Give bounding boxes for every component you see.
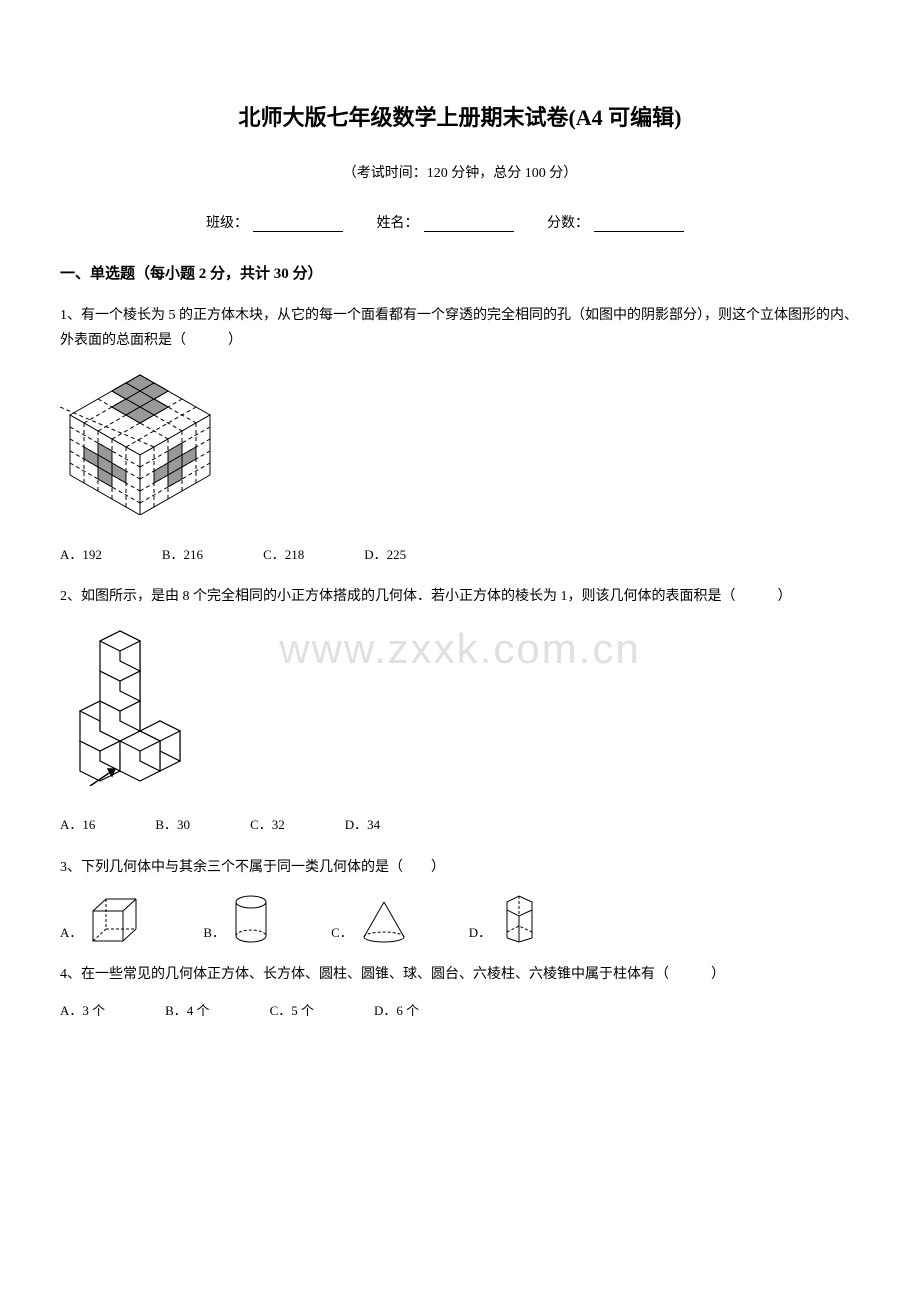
q2-opt-a[interactable]: A．16: [60, 813, 95, 836]
q3-options: A． B．: [60, 892, 860, 944]
cylinder-icon: [231, 894, 271, 944]
name-label: 姓名：: [377, 216, 419, 231]
cone-icon: [359, 899, 409, 944]
q3-text: 3、下列几何体中与其余三个不属于同一类几何体的是（ ）: [60, 855, 860, 880]
q1-options: A．192 B．216 C．218 D．225: [60, 543, 860, 566]
question-3: 3、下列几何体中与其余三个不属于同一类几何体的是（ ） A．: [60, 855, 860, 944]
content-area: 北师大版七年级数学上册期末试卷(A4 可编辑) （考试时间：120 分钟，总分 …: [60, 100, 860, 1022]
question-1: 1、有一个棱长为 5 的正方体木块，从它的每一个面看都有一个穿透的完全相同的孔（…: [60, 303, 860, 566]
q3-opt-d[interactable]: D．: [469, 892, 542, 944]
q3-opt-d-label: D．: [469, 921, 491, 944]
name-blank[interactable]: [424, 218, 514, 232]
q4-opt-d[interactable]: D．6 个: [374, 999, 419, 1022]
page-title: 北师大版七年级数学上册期末试卷(A4 可编辑): [60, 100, 860, 132]
q1-text: 1、有一个棱长为 5 的正方体木块，从它的每一个面看都有一个穿透的完全相同的孔（…: [60, 303, 860, 353]
q1-figure: [60, 365, 860, 524]
q2-text: 2、如图所示，是由 8 个完全相同的小正方体搭成的几何体．若小正方体的棱长为 1…: [60, 584, 860, 609]
q3-opt-a-label: A．: [60, 921, 82, 944]
q2-options: A．16 B．30 C．32 D．34: [60, 813, 860, 836]
q4-opt-c[interactable]: C．5 个: [270, 999, 314, 1022]
score-blank[interactable]: [594, 218, 684, 232]
hexagonal-prism-icon: [497, 892, 542, 944]
q4-opt-a[interactable]: A．3 个: [60, 999, 105, 1022]
q3-opt-b-label: B．: [203, 921, 225, 944]
q3-opt-a[interactable]: A．: [60, 896, 143, 944]
class-label: 班级：: [206, 216, 248, 231]
q2-opt-c[interactable]: C．32: [250, 813, 285, 836]
question-4: 4、在一些常见的几何体正方体、长方体、圆柱、圆锥、球、圆台、六棱柱、六棱锥中属于…: [60, 962, 860, 1023]
q3-opt-c-label: C．: [331, 921, 353, 944]
q1-opt-d[interactable]: D．225: [364, 543, 406, 566]
question-2: 2、如图所示，是由 8 个完全相同的小正方体搭成的几何体．若小正方体的棱长为 1…: [60, 584, 860, 837]
exam-info: （考试时间：120 分钟，总分 100 分）: [60, 162, 860, 182]
q3-opt-c[interactable]: C．: [331, 899, 409, 944]
q4-options: A．3 个 B．4 个 C．5 个 D．6 个: [60, 999, 860, 1022]
q4-opt-b[interactable]: B．4 个: [165, 999, 209, 1022]
q3-opt-b[interactable]: B．: [203, 894, 271, 944]
score-label: 分数：: [547, 216, 589, 231]
section-title: 一、单选题（每小题 2 分，共计 30 分）: [60, 262, 860, 283]
q1-opt-b[interactable]: B．216: [162, 543, 203, 566]
class-blank[interactable]: [253, 218, 343, 232]
q2-opt-b[interactable]: B．30: [155, 813, 190, 836]
form-line: 班级： 姓名： 分数：: [60, 212, 860, 232]
q2-opt-d[interactable]: D．34: [345, 813, 380, 836]
q1-opt-a[interactable]: A．192: [60, 543, 102, 566]
q4-text: 4、在一些常见的几何体正方体、长方体、圆柱、圆锥、球、圆台、六棱柱、六棱锥中属于…: [60, 962, 860, 987]
q1-opt-c[interactable]: C．218: [263, 543, 304, 566]
q2-figure: [60, 621, 860, 795]
cuboid-icon: [88, 896, 143, 944]
